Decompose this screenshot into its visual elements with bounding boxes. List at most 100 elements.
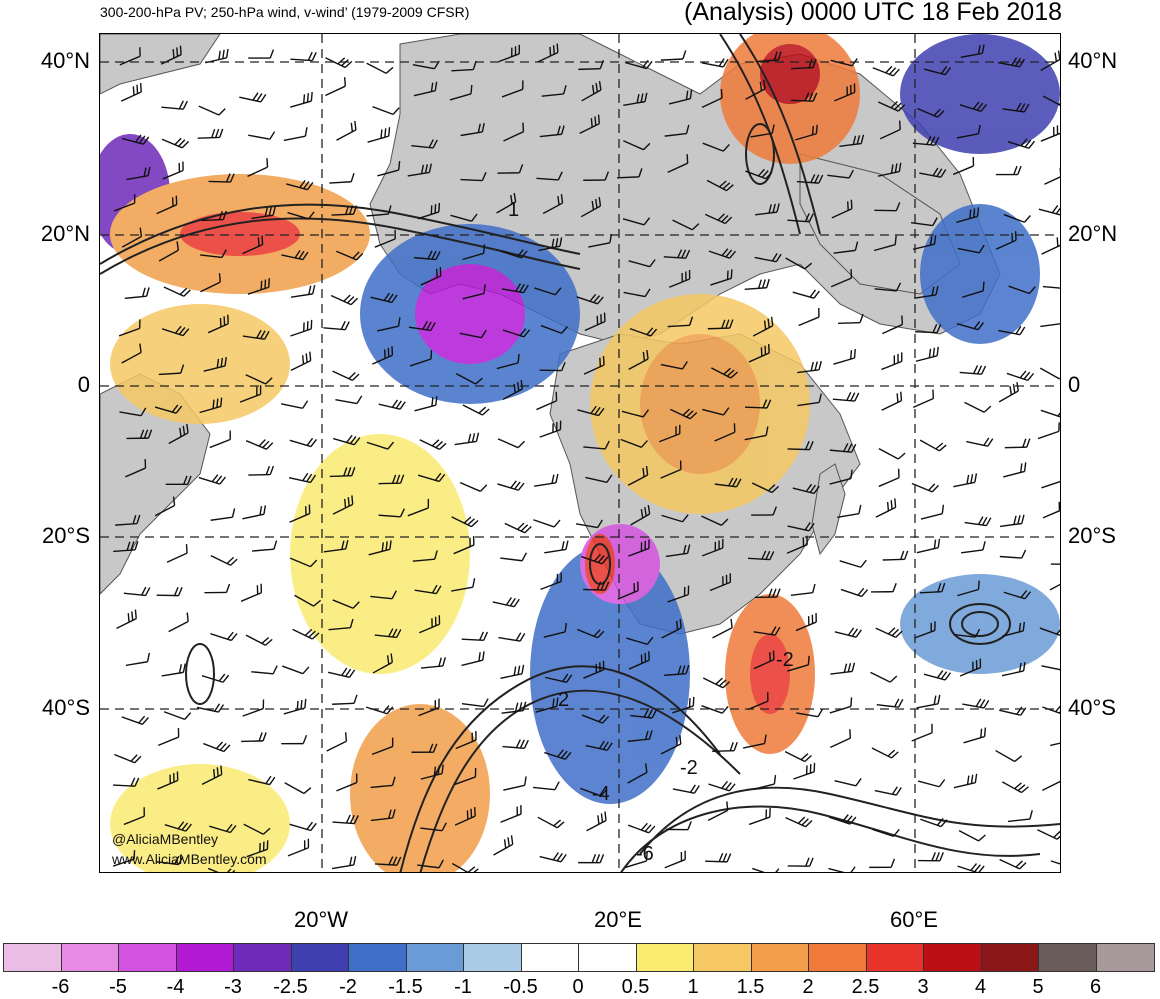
graticule-layer <box>100 34 1060 872</box>
wind-barb <box>116 609 137 630</box>
wind-barb <box>756 51 782 63</box>
wind-barb <box>917 779 946 788</box>
lat-label-right-40s: 40°S <box>1068 695 1116 720</box>
wind-barb <box>911 482 939 493</box>
wind-barb <box>785 257 813 270</box>
wind-barb <box>500 552 528 562</box>
wind-barb <box>163 286 191 297</box>
wind-barb <box>914 286 939 299</box>
wind-barb <box>500 805 522 823</box>
wind-barb <box>420 764 444 780</box>
wind-barb <box>577 405 605 417</box>
wind-barb <box>168 612 189 633</box>
wind-barb <box>282 665 310 675</box>
wind-barb <box>120 82 142 102</box>
wind-barb <box>200 249 227 259</box>
wind-barb <box>112 850 136 867</box>
wind-barb <box>837 504 862 518</box>
wind-barb <box>413 81 438 97</box>
colorbar-tick-label: 5 <box>1032 976 1044 998</box>
pv-blob-neg-east-io <box>920 204 1040 344</box>
wind-barb <box>240 583 263 602</box>
wind-barb <box>251 665 278 675</box>
wind-barb <box>538 237 563 252</box>
wind-barb <box>336 120 357 141</box>
wind-barb <box>745 399 772 409</box>
wind-barb <box>701 705 729 714</box>
wind-barb <box>501 80 524 98</box>
wind-barb <box>374 856 402 866</box>
wind-barb <box>623 92 648 107</box>
colorbar <box>3 943 1155 972</box>
wind-barb <box>792 289 820 299</box>
wind-barb <box>207 314 229 334</box>
wind-barb <box>872 828 900 837</box>
colorbar-tick-label: 6 <box>1089 976 1102 998</box>
wind-barb <box>962 281 985 298</box>
wind-barb <box>534 473 559 487</box>
wind-barb <box>124 287 150 300</box>
wind-barb <box>502 328 531 338</box>
wind-barb <box>201 673 230 683</box>
wind-barb <box>323 320 350 331</box>
wind-barb <box>912 389 935 409</box>
contour-line <box>419 689 741 872</box>
wind-barb <box>874 202 901 212</box>
wind-barb <box>876 698 904 708</box>
wind-barb <box>453 536 475 555</box>
wind-barb <box>412 550 438 562</box>
wind-barb <box>156 855 184 866</box>
wind-barb <box>327 667 356 678</box>
lat-label-left-40s: 40°S <box>42 695 90 720</box>
wind-barb <box>790 583 816 597</box>
wind-barb <box>329 466 356 478</box>
wind-barb <box>459 481 488 492</box>
wind-barb <box>797 360 822 374</box>
wind-barb <box>660 735 682 755</box>
contour-label: -2 <box>680 757 698 779</box>
colorbar-swatch <box>579 944 637 971</box>
wind-barb-layer <box>112 43 1060 872</box>
wind-barb <box>119 407 147 417</box>
wind-barb <box>252 540 278 552</box>
colorbar-swatch <box>349 944 407 971</box>
wind-barb <box>284 782 312 795</box>
wind-barb <box>459 329 487 339</box>
wind-barb <box>620 438 648 448</box>
wind-barb <box>578 854 605 864</box>
colorbar-swatch <box>521 944 579 971</box>
wind-barb <box>113 777 140 787</box>
wind-barb <box>963 727 987 744</box>
wind-barb <box>1037 422 1060 440</box>
wind-barb <box>496 353 520 370</box>
wind-barb <box>873 235 897 252</box>
colorbar-tick-label: -4 <box>166 976 185 998</box>
wind-barb <box>203 356 227 372</box>
pv-blob-neg-south-io <box>900 574 1060 674</box>
wind-barb <box>365 705 394 715</box>
wind-barb <box>502 739 529 749</box>
wind-barb <box>661 514 689 523</box>
wind-barb <box>325 57 353 69</box>
landmass-greenland-edge <box>100 34 221 95</box>
wind-barb <box>956 124 981 139</box>
contour-layer <box>100 34 1060 872</box>
wind-barb <box>745 79 766 100</box>
wind-barb <box>121 715 149 725</box>
wind-barb <box>966 437 994 447</box>
wind-barb <box>628 651 650 670</box>
wind-barb <box>533 781 560 791</box>
wind-barb <box>287 211 315 220</box>
colorbar-swatch <box>1096 944 1154 971</box>
watermark-url: www.AliciaMBentley.com <box>112 851 267 867</box>
wind-barb <box>536 391 558 411</box>
wind-barb <box>378 399 406 410</box>
wind-barb <box>154 496 176 517</box>
colorbar-tick-label: 4 <box>974 976 987 998</box>
landmass-madagascar <box>811 463 846 556</box>
lat-label-left-20n: 20°N <box>40 221 90 246</box>
wind-barb <box>919 582 946 594</box>
wind-barb <box>584 312 606 332</box>
colorbar-swatch <box>291 944 349 971</box>
wind-barb <box>332 814 359 825</box>
